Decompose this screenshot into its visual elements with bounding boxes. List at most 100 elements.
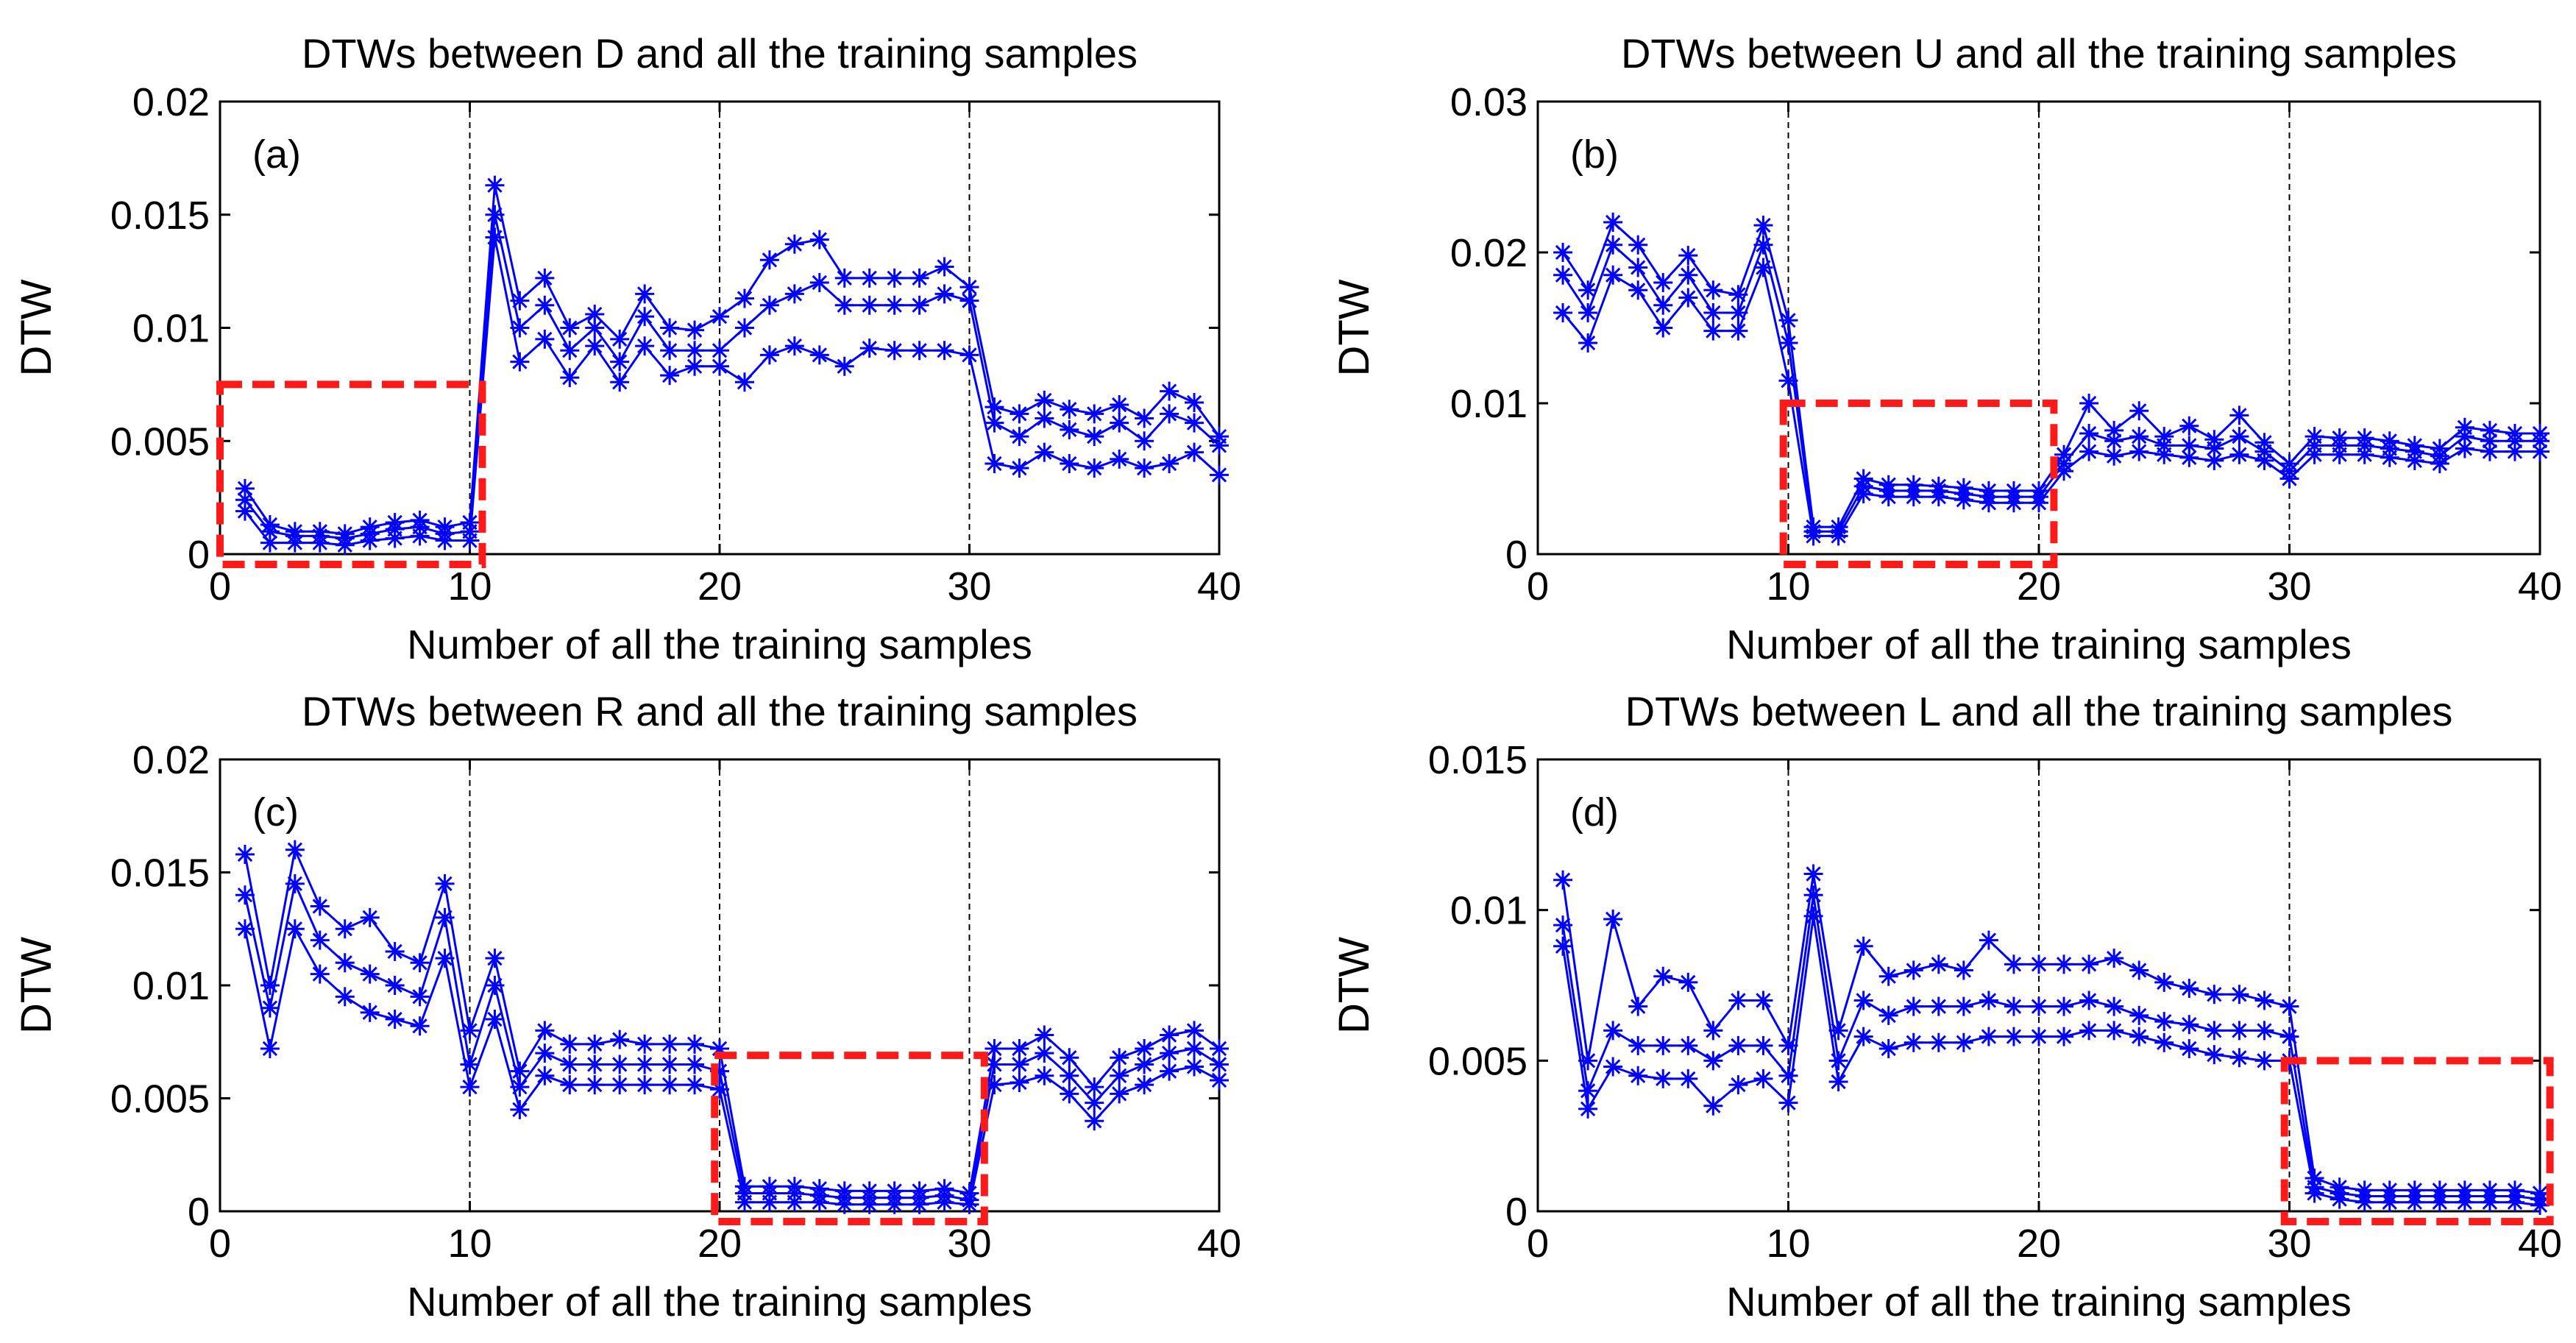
data-point-marker xyxy=(2079,424,2099,443)
data-point-marker xyxy=(1678,288,1698,308)
data-point-marker xyxy=(660,366,680,386)
data-point-marker xyxy=(235,919,255,939)
data-point-marker xyxy=(360,531,380,550)
data-point-marker xyxy=(2229,444,2249,464)
data-point-marker xyxy=(1135,458,1154,478)
data-point-marker xyxy=(585,1034,605,1054)
x-tick-label: 10 xyxy=(447,564,492,609)
data-point-marker xyxy=(1853,991,1873,1010)
data-point-marker xyxy=(710,307,729,327)
data-point-marker xyxy=(759,1192,779,1212)
data-point-marker xyxy=(660,318,680,338)
data-point-marker xyxy=(685,356,705,376)
y-axis-label: DTW xyxy=(13,937,60,1034)
data-point-marker xyxy=(1135,1075,1154,1095)
data-point-marker xyxy=(2204,1021,2224,1041)
data-point-marker xyxy=(2304,444,2324,464)
data-point-marker xyxy=(1803,526,1823,546)
data-point-marker xyxy=(784,234,804,254)
data-point-marker xyxy=(310,964,330,984)
data-point-marker xyxy=(1603,1057,1623,1077)
data-point-marker xyxy=(685,1034,705,1054)
data-point-marker xyxy=(2079,991,2099,1010)
data-point-marker xyxy=(1160,404,1179,424)
data-point-marker xyxy=(984,454,1004,473)
data-point-marker xyxy=(2304,1183,2324,1203)
data-point-marker xyxy=(2179,1015,2199,1035)
data-point-marker xyxy=(260,976,280,995)
data-point-marker xyxy=(1160,381,1179,401)
data-point-marker xyxy=(635,1055,655,1074)
data-point-marker xyxy=(360,907,380,927)
data-point-marker xyxy=(884,1194,904,1214)
x-axis-label: Number of all the training samples xyxy=(1726,621,2352,667)
data-point-marker xyxy=(1553,915,1573,935)
data-point-marker xyxy=(485,227,505,247)
data-point-marker xyxy=(1678,1069,1698,1088)
y-tick-label: 0.005 xyxy=(110,1077,210,1121)
data-point-marker xyxy=(1728,321,1748,341)
data-point-marker xyxy=(710,1080,729,1099)
data-point-marker xyxy=(984,397,1004,417)
data-point-marker xyxy=(909,1194,929,1214)
data-point-marker xyxy=(2405,450,2424,470)
data-point-marker xyxy=(1678,1035,1698,1055)
data-point-marker xyxy=(2054,996,2074,1016)
data-point-marker xyxy=(235,478,255,498)
data-point-marker xyxy=(909,295,929,315)
data-point-marker xyxy=(1010,404,1029,424)
data-point-marker xyxy=(1010,427,1029,447)
data-point-marker xyxy=(1603,1021,1623,1041)
chart-title: DTWs between U and all the training samp… xyxy=(1621,30,2457,77)
data-point-marker xyxy=(1110,1048,1129,1068)
data-point-marker xyxy=(1035,1025,1054,1045)
data-point-marker xyxy=(1903,487,1923,507)
data-point-marker xyxy=(2455,1192,2474,1212)
data-point-marker xyxy=(734,372,754,392)
data-point-marker xyxy=(2129,442,2149,461)
data-point-marker xyxy=(2154,972,2174,992)
data-point-marker xyxy=(260,998,280,1018)
data-point-marker xyxy=(1578,303,1598,322)
data-point-marker xyxy=(2480,1192,2499,1212)
y-tick-label: 0.03 xyxy=(1450,80,1527,124)
data-point-marker xyxy=(2154,444,2174,464)
x-tick-label: 40 xyxy=(2518,1222,2562,1266)
chart-title: DTWs between D and all the training samp… xyxy=(302,30,1138,77)
series-line-upper xyxy=(244,846,1220,1195)
data-point-marker xyxy=(1778,333,1798,352)
data-point-marker xyxy=(1553,936,1573,956)
data-point-marker xyxy=(1135,1055,1154,1074)
series-line-middle xyxy=(244,214,1221,539)
data-point-marker xyxy=(2004,493,2023,513)
data-point-marker xyxy=(759,295,779,315)
data-point-marker xyxy=(1828,526,1848,546)
data-point-marker xyxy=(1703,321,1723,341)
highlight-box xyxy=(216,380,486,568)
data-point-marker xyxy=(1110,449,1129,469)
y-tick-label: 0 xyxy=(188,1190,210,1234)
data-point-marker xyxy=(435,874,455,893)
data-point-marker xyxy=(909,268,929,288)
data-point-marker xyxy=(2029,996,2048,1016)
data-point-marker xyxy=(285,840,305,860)
data-point-marker xyxy=(2480,442,2499,461)
data-point-marker xyxy=(2505,1192,2524,1212)
data-point-marker xyxy=(809,345,829,365)
data-point-marker xyxy=(1085,1111,1104,1131)
data-point-marker xyxy=(2229,1021,2249,1041)
data-point-marker xyxy=(460,531,480,550)
data-point-marker xyxy=(535,1066,555,1085)
y-tick-label: 0.01 xyxy=(1450,889,1527,933)
data-point-marker xyxy=(485,175,505,195)
data-point-marker xyxy=(1929,1032,1948,1052)
subplot-d: 0 10 20 30 40 0 0.005 0.01 0.015 (d) DTWs between … xyxy=(1330,688,2562,1325)
highlight-box xyxy=(711,1052,988,1226)
data-point-marker xyxy=(2154,1032,2174,1052)
data-point-marker xyxy=(1703,1051,1723,1071)
data-point-marker xyxy=(1753,258,1773,277)
data-point-marker xyxy=(710,356,729,376)
data-point-marker xyxy=(260,1038,280,1058)
data-point-marker xyxy=(635,284,655,304)
data-point-marker xyxy=(1578,333,1598,352)
